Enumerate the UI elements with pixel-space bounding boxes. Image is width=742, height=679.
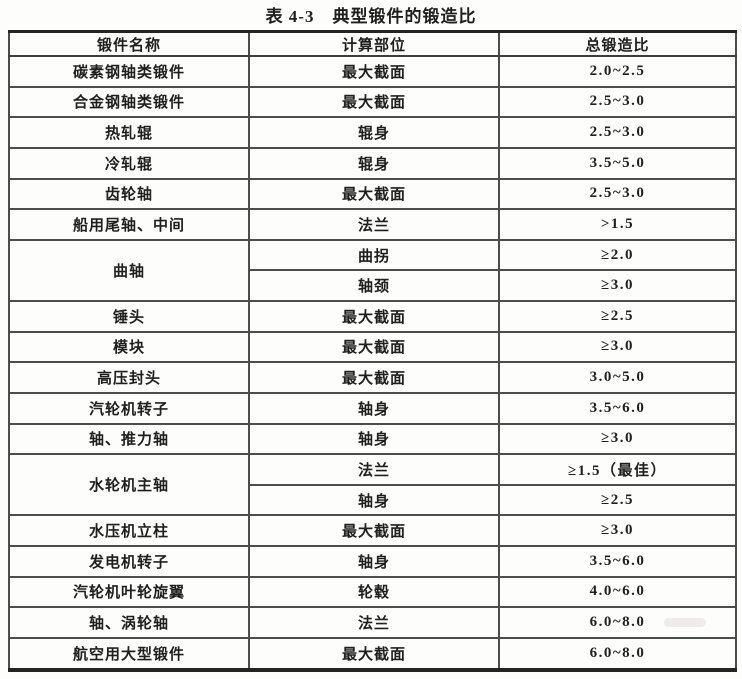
ratio-cell: 3.5~6.0 xyxy=(498,545,737,578)
ratio-cell: 3.5~6.0 xyxy=(498,391,737,425)
ratio-cell: 2.5~3.0 xyxy=(498,116,737,149)
forging-name-cell: 轴、推力轴 xyxy=(8,422,250,456)
calc-part-cell: 最大截面 xyxy=(248,330,500,364)
calc-part-cell: 最大截面 xyxy=(248,55,500,88)
calc-part-cell: 最大截面 xyxy=(248,85,500,119)
table-row: 轴身 ≥2.5 xyxy=(9,483,737,517)
forging-name-cell: 齿轮轴 xyxy=(8,177,250,211)
ratio-cell: 6.0~8.0 xyxy=(498,606,737,639)
table-row: 发电机转子 轴身 3.5~6.0 xyxy=(8,545,737,578)
table-row: 汽轮机转子 轴身 3.5~6.0 xyxy=(8,391,737,425)
calc-part-cell: 辊身 xyxy=(248,146,500,180)
ratio-cell: 3.5~5.0 xyxy=(498,146,737,180)
table-row: 轴颈 ≥3.0 xyxy=(9,269,737,302)
forging-name-cell: 发电机转子 xyxy=(8,545,250,578)
table-row: 航空用大型锻件 最大截面 6.0~8.0 xyxy=(8,636,737,672)
scan-artifact-line-gap xyxy=(646,622,663,627)
forging-name-cell: 冷轧辊 xyxy=(8,146,250,180)
forging-name-cell: 高压封头 xyxy=(8,361,250,394)
calc-part-cell: 最大截面 xyxy=(248,514,500,547)
table-row: 热轧辊 辊身 2.5~3.0 xyxy=(8,116,737,149)
ratio-cell: ≥3.0 xyxy=(498,422,737,456)
table-row: 模块 最大截面 ≥3.0 xyxy=(8,330,737,364)
table-row: 水压机立柱 最大截面 ≥3.0 xyxy=(8,514,737,547)
calc-part-cell: 轴身 xyxy=(248,545,500,578)
calc-part-cell: 轴身 xyxy=(248,422,500,456)
calc-part-cell: 辊身 xyxy=(248,116,500,149)
calc-part-cell: 法兰 xyxy=(248,606,500,639)
table-row: 水轮机主轴 法兰 ≥1.5（最佳） xyxy=(8,453,737,517)
calc-part-cell: 轴身 xyxy=(248,391,500,425)
ratio-cell: ≥2.0 xyxy=(498,238,737,272)
ratio-cell: 2.5~3.0 xyxy=(498,85,737,119)
ratio-cell: 6.0~8.0 xyxy=(498,636,737,672)
calc-part-cell: 最大截面 xyxy=(248,300,500,333)
forging-name-cell: 碳素钢轴类锻件 xyxy=(8,55,250,88)
ratio-cell: 3.0~5.0 xyxy=(498,361,737,394)
forging-name-cell: 水轮机主轴 xyxy=(8,453,250,517)
forging-name-cell: 汽轮机转子 xyxy=(8,391,250,425)
forging-name-cell: 水压机立柱 xyxy=(8,514,250,547)
forging-name-cell: 船用尾轴、中间 xyxy=(8,208,250,241)
ratio-cell: ≥3.0 xyxy=(498,269,737,302)
calc-part-cell: 轴颈 xyxy=(248,269,500,302)
ratio-cell: ≥1.5（最佳） xyxy=(498,453,737,486)
ratio-cell: ≥3.0 xyxy=(498,514,737,547)
ratio-cell: ≥2.5 xyxy=(498,300,737,333)
ratio-cell: ≥3.0 xyxy=(498,330,737,364)
table-row: 曲轴 曲拐 ≥2.0 xyxy=(8,238,737,303)
table-row: 汽轮机叶轮旋翼 轮毂 4.0~6.0 xyxy=(8,575,737,609)
forging-name-cell: 航空用大型锻件 xyxy=(8,636,250,672)
calc-part-cell: 最大截面 xyxy=(248,177,500,211)
table-row: 船用尾轴、中间 法兰 >1.5 xyxy=(8,208,737,241)
table-row: 冷轧辊 辊身 3.5~5.0 xyxy=(8,146,737,180)
calc-part-cell: 法兰 xyxy=(248,453,500,486)
forging-name-cell: 锤头 xyxy=(8,300,250,333)
table-row: 轴、推力轴 轴身 ≥3.0 xyxy=(8,422,737,456)
forging-ratio-table: 锻件名称 计算部位 总锻造比 碳素钢轴类锻件 最大截面 2.0~2.5 合金钢轴类锻件 最大… xyxy=(8,30,737,672)
table-row: 轴、涡轮轴 法兰 6.0~8.0 xyxy=(8,606,737,639)
table-row: 碳素钢轴类锻件 最大截面 2.0~2.5 xyxy=(8,55,737,88)
forging-name-cell: 热轧辊 xyxy=(8,116,250,149)
ratio-cell: 2.0~2.5 xyxy=(498,55,737,88)
ratio-cell: ≥2.5 xyxy=(498,483,737,517)
ratio-cell: >1.5 xyxy=(498,208,737,241)
table-header-row: 锻件名称 计算部位 总锻造比 xyxy=(8,30,737,57)
forging-name-cell: 轴、涡轮轴 xyxy=(8,606,250,639)
table-row: 合金钢轴类锻件 最大截面 2.5~3.0 xyxy=(8,85,737,119)
table-title: 表 4-3 典型锻件的锻造比 xyxy=(265,7,477,26)
calc-part-cell: 轴身 xyxy=(248,483,500,517)
ratio-cell: 2.5~3.0 xyxy=(498,177,737,211)
calc-part-cell: 法兰 xyxy=(248,208,500,241)
forging-name-cell: 曲轴 xyxy=(8,238,250,303)
table-row: 锤头 最大截面 ≥2.5 xyxy=(8,300,737,333)
calc-part-cell: 轮毂 xyxy=(248,575,500,609)
calc-part-cell: 最大截面 xyxy=(248,361,500,394)
table-row: 高压封头 最大截面 3.0~5.0 xyxy=(8,361,737,394)
table-row: 齿轮轴 最大截面 2.5~3.0 xyxy=(8,177,737,211)
column-header: 锻件名称 xyxy=(8,30,250,57)
scan-artifact-smudge xyxy=(664,618,706,627)
forging-name-cell: 模块 xyxy=(8,330,250,364)
column-header: 总锻造比 xyxy=(498,30,737,57)
calc-part-cell: 最大截面 xyxy=(248,636,500,672)
table-body: 碳素钢轴类锻件 最大截面 2.0~2.5 合金钢轴类锻件 最大截面 2.5~3.0 热轧辊辊… xyxy=(8,55,737,672)
calc-part-cell: 曲拐 xyxy=(248,238,500,272)
forging-name-cell: 汽轮机叶轮旋翼 xyxy=(8,575,250,609)
ratio-cell: 4.0~6.0 xyxy=(498,575,737,609)
column-header: 计算部位 xyxy=(248,30,500,57)
forging-name-cell: 合金钢轴类锻件 xyxy=(8,85,250,119)
